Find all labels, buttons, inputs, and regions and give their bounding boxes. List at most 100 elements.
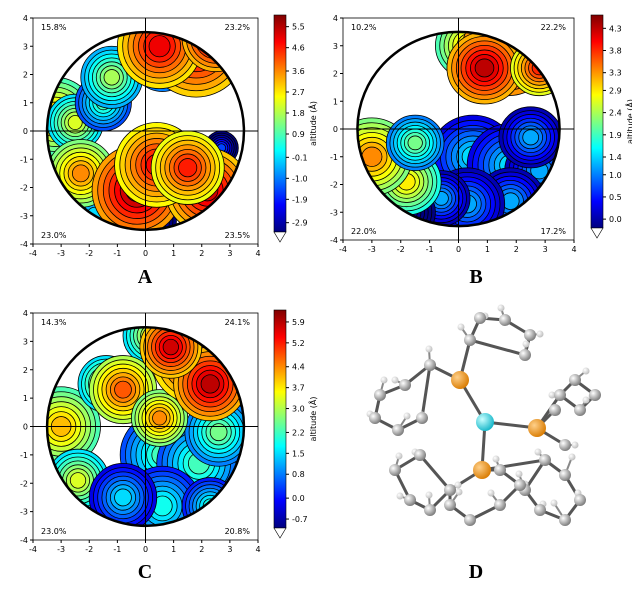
colorbar-tick-label: -0.7 [292, 515, 308, 524]
y-tick-label: 1 [23, 394, 28, 403]
colorbar-tick-label: 2.4 [609, 109, 622, 118]
phosphorus [528, 419, 546, 437]
x-tick-label: -4 [29, 545, 37, 554]
colorbar-tick-label: 1.8 [292, 109, 305, 118]
bond [470, 340, 525, 355]
carbon [414, 449, 426, 461]
x-tick-label: -4 [339, 245, 347, 254]
colorbar-tick-label: 0.0 [292, 494, 305, 503]
carbon [464, 334, 476, 346]
hydrogen [523, 341, 530, 348]
colorbar-extension [591, 228, 603, 238]
x-tick-label: 0 [456, 245, 461, 254]
carbon [589, 389, 601, 401]
steric-map-panel: -4-3-2-101234-4-3-2-10123415.8%23.2%23.0… [16, 0, 318, 288]
carbon [404, 494, 416, 506]
phosphorus [473, 461, 491, 479]
quadrant-label: 23.2% [225, 23, 251, 32]
x-tick-label: 1 [171, 249, 176, 258]
y-tick-label: 2 [333, 70, 338, 79]
hydrogen [488, 490, 495, 497]
x-tick-label: 3 [227, 545, 232, 554]
hydrogen [392, 377, 399, 384]
colorbar [591, 15, 603, 228]
quadrant-label: 24.1% [225, 318, 251, 327]
carbon [539, 454, 551, 466]
carbon [519, 349, 531, 361]
hydrogen [537, 331, 544, 338]
x-tick-label: -1 [113, 545, 121, 554]
y-tick-label: 3 [23, 337, 28, 346]
hydrogen [426, 492, 433, 499]
colorbar-tick-label: 1.9 [609, 131, 622, 140]
steric-map-panel: -4-3-2-101234-4-3-2-10123414.3%24.1%23.0… [20, 307, 318, 583]
quadrant-label: 15.8% [41, 23, 67, 32]
colorbar-label: altitude (Å) [307, 397, 318, 442]
carbon [374, 389, 386, 401]
contour [475, 59, 494, 77]
colorbar-tick-label: 2.9 [609, 86, 622, 95]
colorbar-tick-label: 2.2 [292, 428, 305, 437]
contour [186, 8, 245, 67]
quadrant-label: 23.0% [41, 527, 67, 536]
colorbar-tick-label: 4.3 [609, 24, 622, 33]
y-tick-label: -3 [20, 212, 28, 221]
hydrogen [569, 454, 576, 461]
x-tick-label: 4 [255, 545, 260, 554]
x-tick-label: -2 [85, 545, 93, 554]
hydrogen [397, 493, 404, 500]
colorbar-tick-label: -0.1 [292, 153, 308, 162]
panel-label: B [469, 266, 482, 288]
x-tick-label: -3 [368, 245, 376, 254]
carbon [444, 499, 456, 511]
contour-map [331, 7, 574, 240]
x-tick-label: -2 [85, 249, 93, 258]
colorbar-tick-label: 3.3 [609, 69, 622, 78]
carbon [524, 329, 536, 341]
colorbar [274, 15, 286, 232]
hydrogen [456, 489, 463, 496]
figure: D -4-3-2-101234-4-3-2-10123415.8%23.2%23… [0, 0, 632, 588]
colorbar-tick-label: 3.6 [292, 67, 305, 76]
contour [523, 130, 539, 145]
hydrogen [396, 453, 403, 460]
carbon [574, 494, 586, 506]
y-tick-label: 1 [23, 99, 28, 108]
carbon [424, 504, 436, 516]
hydrogen [498, 305, 505, 312]
y-tick-label: 2 [23, 71, 28, 80]
carbon [534, 504, 546, 516]
x-tick-label: -2 [397, 245, 405, 254]
carbon [499, 314, 511, 326]
y-tick-label: 3 [23, 42, 28, 51]
carbon [569, 374, 581, 386]
contour [191, 12, 242, 63]
y-tick-label: -4 [20, 536, 28, 545]
carbon [389, 464, 401, 476]
carbon [416, 412, 428, 424]
y-tick-label: -2 [20, 184, 28, 193]
contour [179, 159, 197, 177]
colorbar-tick-label: 0.9 [292, 130, 305, 139]
y-tick-label: -4 [20, 240, 28, 249]
quadrant-label: 23.0% [41, 231, 67, 240]
colorbar-tick-label: 5.9 [292, 318, 305, 327]
y-tick-label: -4 [330, 236, 338, 245]
hydrogen [426, 346, 433, 353]
colorbar-tick-label: 1.4 [609, 153, 622, 162]
y-tick-label: 4 [333, 14, 338, 23]
hydrogen [572, 442, 579, 449]
contour [207, 29, 224, 46]
contour [104, 70, 119, 86]
y-tick-label: 1 [333, 97, 338, 106]
molecule-structure [367, 305, 602, 527]
hydrogen [551, 500, 558, 507]
y-tick-label: -1 [20, 451, 28, 460]
quadrant-label: 14.3% [41, 318, 67, 327]
quadrant-label: 10.2% [351, 23, 377, 32]
x-tick-label: -3 [57, 249, 65, 258]
x-tick-label: 2 [199, 249, 204, 258]
contour [115, 489, 132, 506]
x-tick-label: -3 [57, 545, 65, 554]
